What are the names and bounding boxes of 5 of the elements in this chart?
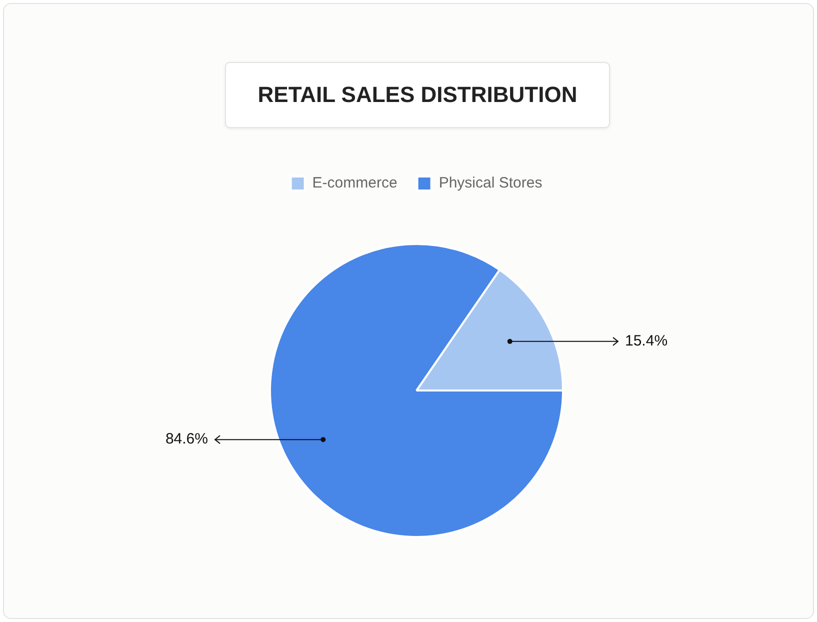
data-label: 84.6% [165, 430, 208, 448]
legend-label: Physical Stores [438, 174, 542, 192]
data-label: 15.4% [625, 332, 668, 350]
chart-title: RETAIL SALES DISTRIBUTION [225, 62, 610, 128]
legend-label: E-commerce [312, 174, 398, 192]
